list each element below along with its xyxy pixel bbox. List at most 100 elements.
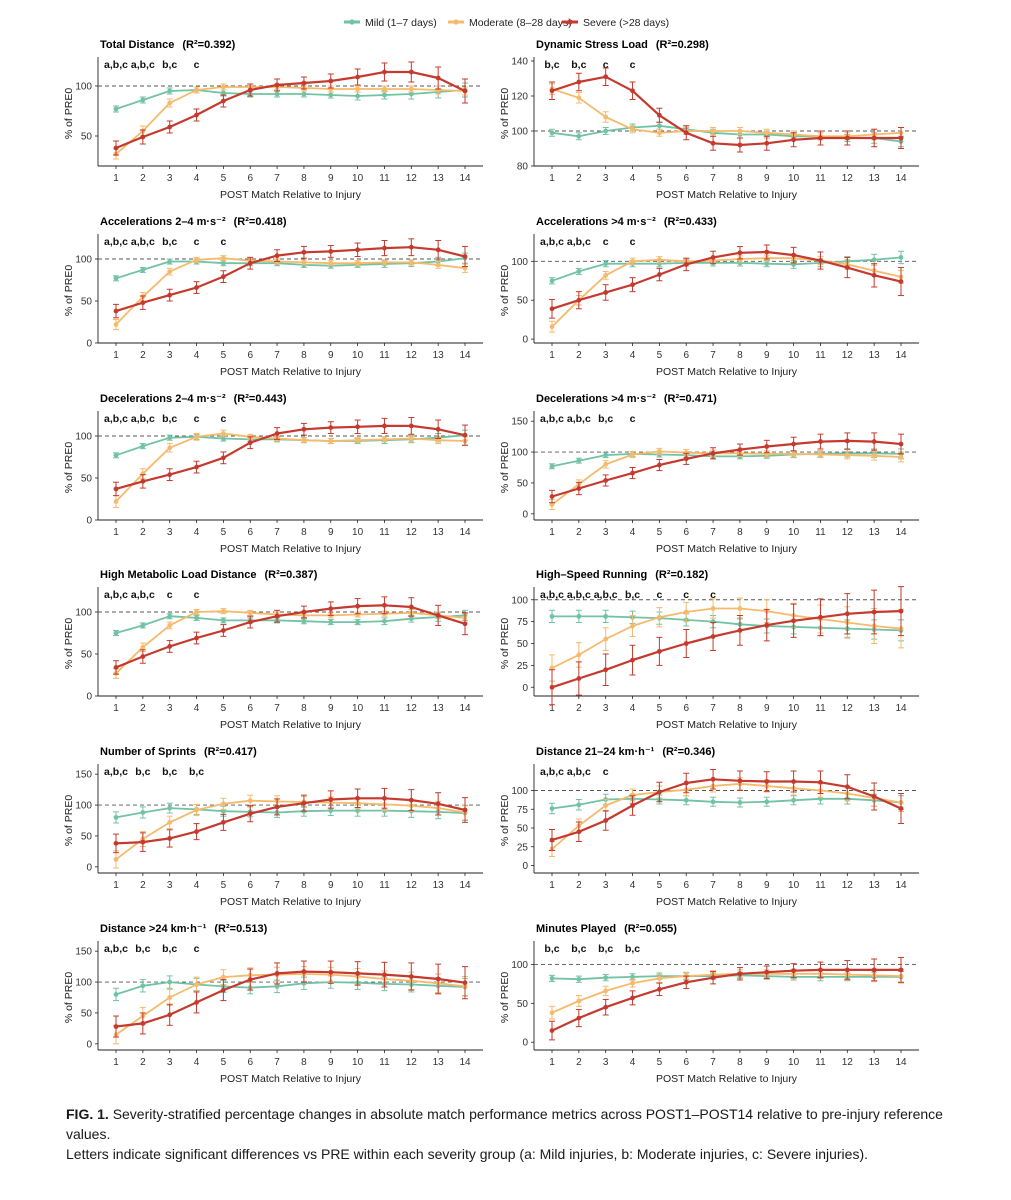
x-tick-label: 1	[549, 350, 555, 361]
series-line	[551, 257, 902, 328]
x-axis-label: POST Match Relative to Injury	[220, 366, 362, 378]
y-tick-label: 50	[517, 639, 529, 650]
caption-line-2: Letters indicate significant differences…	[66, 1146, 868, 1162]
data-point	[549, 684, 555, 690]
x-tick-label: 8	[301, 703, 307, 714]
data-point	[844, 135, 850, 141]
data-point	[167, 805, 173, 811]
data-point	[462, 88, 468, 94]
data-point	[656, 789, 662, 795]
significance-label: b,c	[135, 943, 150, 955]
chart-panel-3: Accelerations 2–4 m·s⁻² (R²=0.418) 0 50 100 1…	[63, 216, 483, 378]
x-tick-label: 4	[194, 173, 200, 184]
x-tick-label: 9	[764, 1057, 770, 1068]
data-point	[140, 810, 146, 815]
data-point	[435, 426, 441, 432]
x-tick-label: 6	[247, 703, 253, 714]
x-tick-label: 10	[352, 1057, 364, 1068]
x-tick-label: 10	[788, 173, 800, 184]
x-tick-label: 2	[576, 703, 582, 714]
data-point	[871, 439, 877, 444]
data-point	[791, 779, 797, 784]
data-point	[408, 797, 414, 803]
data-point	[764, 249, 770, 255]
data-point	[549, 502, 555, 507]
data-point	[656, 130, 662, 136]
data-point	[764, 622, 770, 628]
y-tick-label: 0	[86, 692, 92, 703]
data-point	[630, 88, 635, 94]
data-point	[710, 128, 716, 134]
data-point	[844, 784, 850, 790]
x-axis-label: POST Match Relative to Injury	[220, 719, 362, 731]
chart-r2: (R²=0.443)	[234, 393, 287, 405]
x-tick-label: 3	[167, 173, 173, 184]
data-point	[630, 995, 635, 1001]
significance-label: a,b,c	[567, 766, 591, 778]
data-point	[576, 613, 582, 619]
data-point	[576, 829, 582, 835]
data-point	[408, 86, 414, 92]
data-point	[844, 438, 850, 444]
data-point	[301, 259, 307, 265]
x-tick-label: 2	[576, 173, 582, 184]
x-tick-label: 8	[737, 527, 743, 538]
data-point	[328, 92, 334, 98]
data-point	[355, 74, 361, 80]
x-tick-label: 3	[603, 703, 609, 714]
series-line	[551, 439, 902, 498]
data-point	[301, 618, 307, 624]
chart-r2: (R²=0.513)	[214, 923, 267, 935]
data-point	[274, 91, 280, 97]
chart-title: Decelerations >4 m·s⁻² (R²=0.471)	[536, 393, 717, 405]
y-axis-label: % of PRE0	[499, 88, 511, 140]
x-tick-label: 14	[895, 880, 907, 891]
data-point	[549, 1028, 555, 1033]
data-point	[382, 245, 387, 251]
x-tick-label: 13	[869, 350, 881, 361]
data-point	[764, 799, 770, 805]
x-tick-label: 10	[788, 880, 800, 891]
data-point	[220, 987, 226, 993]
data-point	[220, 255, 226, 261]
x-tick-label: 13	[433, 1057, 445, 1068]
chart-title-text: High–Speed Running	[536, 569, 647, 581]
x-tick-label: 8	[301, 173, 307, 184]
data-point	[140, 654, 146, 659]
significance-label: b,c	[571, 943, 586, 955]
y-tick-label: 100	[511, 127, 528, 138]
data-point	[844, 611, 850, 617]
data-point	[737, 627, 743, 633]
significance-label: a,b,c	[567, 413, 591, 425]
x-tick-label: 6	[683, 350, 689, 361]
x-tick-label: 1	[549, 527, 555, 538]
data-point	[408, 616, 414, 622]
chart-title-text: Dynamic Stress Load	[536, 39, 648, 51]
data-point	[576, 1015, 582, 1021]
data-point	[603, 803, 609, 808]
data-point	[113, 452, 119, 458]
data-point	[301, 800, 307, 806]
data-point	[764, 444, 770, 449]
data-point	[167, 1012, 173, 1018]
x-tick-label: 2	[576, 350, 582, 361]
series-line	[551, 75, 901, 147]
series-3	[549, 586, 904, 706]
x-axis-label: POST Match Relative to Injury	[220, 189, 362, 201]
data-point	[871, 967, 877, 973]
x-tick-label: 10	[352, 173, 364, 184]
x-tick-label: 8	[737, 880, 743, 891]
x-tick-label: 3	[603, 880, 609, 891]
chart-r2: (R²=0.433)	[664, 216, 717, 228]
data-point	[791, 441, 797, 447]
x-tick-label: 3	[603, 350, 609, 361]
chart-r2: (R²=0.298)	[656, 39, 709, 51]
y-tick-label: 100	[511, 257, 528, 268]
data-point	[549, 665, 555, 671]
significance-label: c	[603, 236, 609, 248]
significance-label: c	[194, 59, 200, 71]
data-point	[898, 279, 904, 284]
data-point	[630, 282, 635, 288]
data-point	[220, 260, 226, 266]
